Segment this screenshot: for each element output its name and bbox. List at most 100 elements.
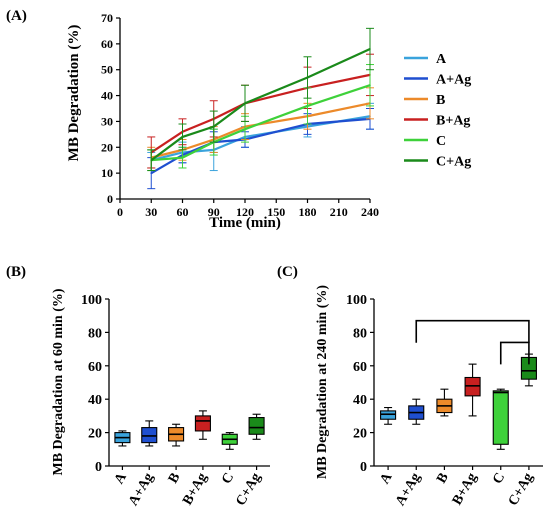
panel-c-x-tick-label: B <box>434 471 452 487</box>
panel-a-x-tick-label: 240 <box>361 205 379 219</box>
panel-b-box <box>141 420 158 447</box>
panel-a-x-tick-label: 90 <box>208 205 220 219</box>
panel-a-axes: 0 10 20 30 40 50 60 70 0 30 60 90 120 150 180 210 240 <box>101 11 379 219</box>
panel-a-x-tick-label: 210 <box>330 205 348 219</box>
panel-b-box <box>194 410 211 440</box>
panel-a-y-tick-label: 70 <box>101 11 113 25</box>
panel-a-x-tick-label: 30 <box>145 205 157 219</box>
panel-b-axes: 0 20 40 60 80 100 AA+Ag BB+Ag CC+Ag <box>81 293 270 508</box>
panel-b-y-tick-label: 100 <box>81 293 102 308</box>
panel-a-data-point <box>369 48 371 50</box>
panel-b-y-tick-label: 20 <box>88 427 102 442</box>
panel-a-legend-item: A+Ag <box>404 73 471 88</box>
panel-a-legend-label: A <box>436 52 447 67</box>
panel-a-data-point <box>244 102 246 105</box>
panel-a-legend-item: B <box>404 93 445 108</box>
panel-b-box-body <box>194 415 211 432</box>
panel-c-box <box>492 388 509 450</box>
panel-b-x-tick-label: B+Ag <box>180 471 210 508</box>
panel-b-x-tick-label: C+Ag <box>233 471 264 509</box>
panel-a-y-tick-label: 40 <box>101 89 113 103</box>
panel-a-y-axis-title: MB Degradation (%) <box>66 25 82 162</box>
panel-b-box-body <box>141 427 158 444</box>
panel-a-y-tick-label: 20 <box>101 140 113 154</box>
panel-c-y-tick-label: 20 <box>353 427 367 442</box>
panel-c-box <box>436 388 453 417</box>
panel-b-x-tick-label: A+Ag <box>126 471 157 509</box>
panel-a-legend-label: A+Ag <box>436 73 471 88</box>
panel-a-x-tick-label: 180 <box>299 205 317 219</box>
panel-a-data-point <box>150 172 153 174</box>
panel-a-series-line <box>150 115 371 162</box>
panel-a-data-point <box>244 128 246 130</box>
panel-b-x-tick-label: C <box>219 471 237 487</box>
panel-a-data-point <box>181 156 184 159</box>
panel-c-significance-bracket <box>499 341 530 365</box>
panel-a-data-point <box>369 84 371 87</box>
panel-b-box <box>248 413 265 440</box>
panel-c-significance-bracket <box>415 319 530 343</box>
panel-b-y-tick-label: 60 <box>88 360 102 375</box>
panel-b-x-tick-label: B <box>166 471 184 487</box>
panel-b-y-axis-title: MB Degradation at 60 min (%) <box>51 288 66 475</box>
panel-c-x-tick-label: C+Ag <box>506 471 537 509</box>
panel-c-y-tick-label: 0 <box>360 460 367 475</box>
panel-a-series-line <box>151 84 371 162</box>
panel-c-label: (C) <box>277 264 298 280</box>
panel-c-y-tick-label: 100 <box>346 293 367 308</box>
panel-c-x-tick-label: A <box>377 470 395 487</box>
panel-c-box-body <box>492 390 509 445</box>
panel-a-data-point <box>306 105 309 107</box>
panel-a-y-tick-label: 50 <box>101 63 113 77</box>
panel-c-box-plot: (C) MB Degradation at 240 min (%) 0 20 40 6… <box>277 264 543 508</box>
panel-a-label: (A) <box>6 8 27 24</box>
panel-a-legend-item: C+Ag <box>404 155 471 170</box>
panel-a-series-group <box>147 27 374 190</box>
panel-a-legend-label: B <box>436 93 445 108</box>
panel-c-significance-brackets <box>415 319 530 365</box>
panel-c-box <box>408 398 425 425</box>
panel-a-x-tick-label: 120 <box>236 205 254 219</box>
panel-a-data-point <box>212 125 215 128</box>
panel-a-y-tick-label: 10 <box>101 166 113 180</box>
panel-a-legend-item: C <box>404 134 446 149</box>
panel-c-x-tick-label: A+Ag <box>393 471 424 509</box>
panel-a-line-chart: (A) MB Degradation (%) Time (min) 0 10 20 3… <box>6 8 471 231</box>
panel-b-box-body <box>248 417 265 435</box>
panel-a-x-tick-label: 60 <box>177 205 189 219</box>
panel-c-x-tick-label: B+Ag <box>450 471 480 508</box>
panel-a-y-tick-label: 30 <box>101 114 113 128</box>
panel-b-y-tick-label: 0 <box>95 460 102 475</box>
panel-a-y-tick-label: 60 <box>101 37 113 51</box>
panel-b-box <box>221 432 238 450</box>
panel-a-legend-label: C <box>436 134 446 149</box>
panel-a-legend-label: C+Ag <box>436 155 471 170</box>
panel-a-legend-item: A <box>404 52 447 67</box>
panel-a-x-tick-label: 150 <box>267 205 285 219</box>
panel-a-legend: A A+Ag B B+Ag C C+Ag <box>404 52 471 170</box>
panel-a-data-point <box>150 159 153 162</box>
panel-b-box <box>114 430 131 447</box>
panel-b-y-tick-label: 80 <box>88 326 102 341</box>
panel-a-y-tick-label: 0 <box>107 192 113 206</box>
panel-c-y-tick-label: 60 <box>353 360 367 375</box>
panel-c-box-body <box>380 410 397 420</box>
panel-c-box <box>380 406 397 425</box>
panel-c-x-tick-label: C <box>490 471 508 487</box>
panel-b-box <box>168 423 185 447</box>
panel-a-x-axis-title: Time (min) <box>209 215 281 231</box>
panel-a-series <box>147 108 374 190</box>
panel-a-series-line <box>150 102 371 159</box>
panel-b-y-tick-label: 40 <box>88 393 102 408</box>
panel-b-box-plot: (B) MB Degradation at 60 min (%) 0 20 40 60… <box>6 264 270 508</box>
panel-c-y-tick-label: 80 <box>353 326 367 341</box>
panel-a-series-line <box>150 117 371 175</box>
panel-a-series-line <box>150 48 371 162</box>
panel-a-data-point <box>306 76 309 79</box>
panel-a-legend-label: B+Ag <box>436 114 470 129</box>
panel-b-label: (B) <box>6 264 26 280</box>
panel-a-series-line <box>150 73 371 154</box>
panel-b-boxes <box>114 410 265 450</box>
panel-a-series <box>147 27 374 172</box>
